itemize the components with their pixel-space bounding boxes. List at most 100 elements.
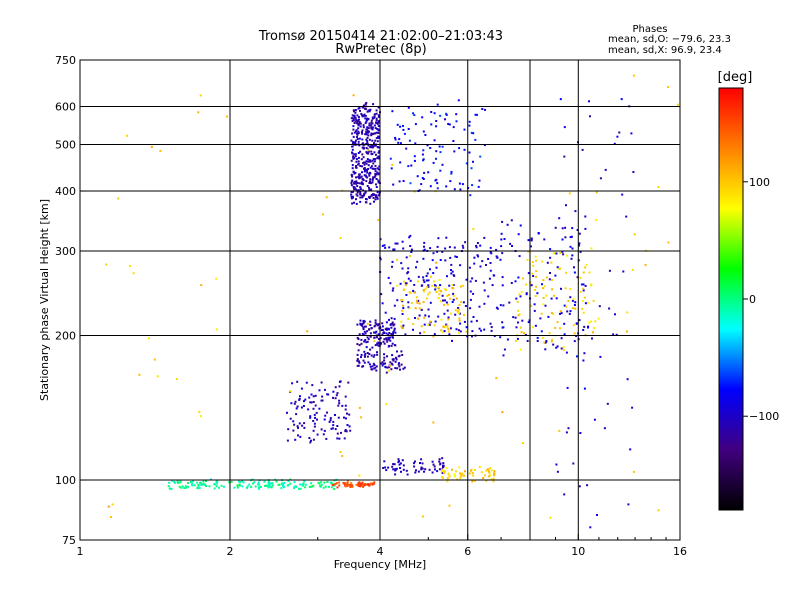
data-point xyxy=(197,111,200,114)
data-point xyxy=(578,242,581,245)
data-point xyxy=(458,147,461,150)
data-point xyxy=(289,478,292,481)
data-point xyxy=(387,336,390,339)
data-point xyxy=(374,144,377,147)
data-point xyxy=(242,481,245,484)
data-point xyxy=(385,321,388,324)
data-point xyxy=(441,294,444,297)
data-point xyxy=(394,360,397,363)
data-point xyxy=(444,247,447,250)
data-point xyxy=(341,404,344,407)
data-point xyxy=(348,425,351,428)
data-points xyxy=(105,74,679,529)
data-point xyxy=(355,119,358,122)
data-point xyxy=(511,245,513,247)
data-point xyxy=(463,314,465,316)
data-point xyxy=(458,319,461,322)
data-point xyxy=(583,352,586,355)
data-point xyxy=(435,266,438,269)
data-point xyxy=(350,484,353,487)
data-point xyxy=(550,340,553,343)
data-point xyxy=(597,317,600,320)
data-point xyxy=(369,202,372,205)
data-point xyxy=(533,309,536,312)
data-point xyxy=(253,481,256,484)
data-point xyxy=(620,98,623,101)
data-point xyxy=(339,451,342,453)
data-point xyxy=(198,410,201,413)
data-point xyxy=(515,340,517,342)
data-point xyxy=(365,133,368,136)
data-point xyxy=(321,399,324,402)
data-point xyxy=(359,482,362,485)
data-point xyxy=(360,131,363,134)
data-point xyxy=(369,332,372,335)
data-point xyxy=(309,401,312,404)
data-point xyxy=(336,437,339,440)
data-point xyxy=(556,345,559,348)
data-point xyxy=(371,144,374,147)
data-point xyxy=(421,116,424,119)
data-point xyxy=(330,486,333,489)
data-point xyxy=(400,299,403,302)
data-point xyxy=(676,103,679,106)
data-point xyxy=(479,244,482,247)
data-point xyxy=(377,179,380,182)
data-point xyxy=(361,195,364,198)
data-point xyxy=(357,127,360,130)
data-point xyxy=(393,329,396,332)
data-point xyxy=(391,363,394,366)
data-point xyxy=(525,293,528,296)
data-point xyxy=(559,267,562,270)
data-point xyxy=(413,159,416,162)
data-point xyxy=(376,343,379,346)
data-point xyxy=(527,239,530,242)
data-point xyxy=(370,327,373,330)
data-point xyxy=(431,284,433,287)
data-point xyxy=(446,303,449,306)
data-point xyxy=(359,200,362,203)
data-point xyxy=(369,365,372,368)
data-point xyxy=(356,185,359,188)
data-point xyxy=(526,340,529,342)
data-point xyxy=(500,245,503,248)
data-point xyxy=(427,315,430,318)
data-point xyxy=(433,280,436,283)
data-point xyxy=(407,271,410,274)
data-point xyxy=(570,235,573,238)
data-point xyxy=(506,338,509,341)
data-point xyxy=(248,483,251,486)
data-point xyxy=(359,193,362,196)
data-point xyxy=(561,238,564,241)
data-point xyxy=(356,336,359,339)
data-point xyxy=(542,303,545,306)
data-point xyxy=(584,266,587,269)
data-point xyxy=(573,271,576,274)
data-point xyxy=(377,115,380,118)
data-point xyxy=(625,215,628,218)
data-point xyxy=(425,279,428,282)
data-point xyxy=(563,493,566,496)
data-point xyxy=(449,180,452,183)
data-point xyxy=(598,305,601,308)
data-point xyxy=(430,275,433,278)
data-point xyxy=(490,326,493,329)
data-point xyxy=(376,353,379,356)
data-point xyxy=(318,407,321,410)
data-point xyxy=(459,188,462,191)
data-point xyxy=(357,120,359,122)
data-point xyxy=(565,305,568,308)
data-point xyxy=(377,155,380,158)
data-point xyxy=(474,113,477,116)
data-point xyxy=(402,128,405,131)
data-point xyxy=(420,183,423,186)
data-point xyxy=(379,258,382,261)
data-point xyxy=(400,363,403,366)
data-point xyxy=(400,325,403,328)
data-point xyxy=(395,356,397,359)
data-point xyxy=(458,332,460,335)
data-point xyxy=(298,487,300,490)
data-point xyxy=(517,233,520,236)
data-point xyxy=(184,485,187,488)
data-point xyxy=(350,184,353,187)
